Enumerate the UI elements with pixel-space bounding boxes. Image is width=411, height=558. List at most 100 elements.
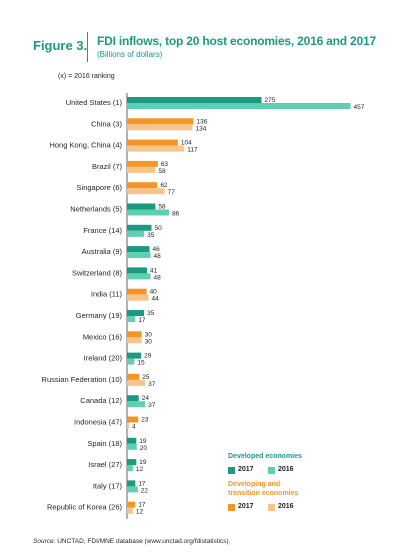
bar-2016: [127, 294, 149, 301]
bar-2017: [127, 118, 194, 125]
data-label-2016: 86: [172, 211, 180, 218]
data-label-2016: 457: [354, 104, 365, 111]
bar-2017: [127, 395, 139, 402]
bar-2017: [127, 182, 158, 189]
bar-2017: [127, 437, 137, 444]
data-label-2016: 35: [147, 232, 155, 239]
category-label: France (14): [83, 226, 122, 235]
data-label-2016: 48: [153, 274, 161, 281]
data-label-2017: 40: [150, 289, 158, 296]
bar-2016: [127, 209, 170, 216]
bar-2016: [127, 273, 151, 280]
category-label: Italy (17): [93, 481, 123, 490]
data-label-2017: 275: [265, 97, 276, 104]
bar-2016: [127, 103, 351, 109]
data-label-2017: 19: [139, 459, 147, 466]
data-label-2017: 17: [138, 480, 146, 487]
category-label: Spain (18): [87, 439, 122, 448]
data-label-2017: 19: [139, 438, 147, 445]
category-label: Brazil (7): [92, 162, 123, 171]
data-label-2017: 41: [150, 267, 158, 274]
data-label-2017: 104: [181, 140, 192, 147]
bar-2016: [127, 358, 135, 365]
data-label-2016: 20: [140, 445, 148, 452]
category-label: Republic of Korea (26): [47, 503, 123, 512]
bar-2017: [127, 416, 139, 423]
data-label-2016: 58: [158, 168, 166, 175]
bar-2016: [127, 465, 133, 472]
source-text: UNCTAD, FDI/MNE database (www.unctad.org…: [55, 538, 231, 545]
data-label-2017: 50: [154, 225, 162, 232]
bar-2017: [127, 97, 262, 103]
legend-label-developing-2017: 2017: [238, 503, 254, 510]
legend-label-developed-2017: 2017: [238, 466, 254, 473]
data-label-2016: 30: [145, 338, 153, 345]
bar-2017: [127, 139, 178, 146]
data-label-2016: 117: [187, 147, 198, 154]
data-label-2016: 77: [168, 189, 176, 196]
bar-2017: [127, 224, 152, 231]
bar-2017: [127, 203, 156, 210]
data-label-2017: 24: [142, 395, 150, 402]
bar-2016: [127, 316, 136, 322]
data-label-2017: 136: [197, 118, 208, 125]
legend-developing-heading-line1: Developing and: [228, 481, 281, 488]
data-label-2016: 15: [137, 360, 145, 367]
data-label-2016: 37: [148, 402, 156, 409]
data-label-2017: 23: [141, 417, 149, 424]
data-label-2016: 12: [136, 466, 144, 473]
bar-2017: [127, 160, 158, 167]
data-label-2016: 12: [136, 509, 144, 516]
bar-2016: [127, 507, 133, 514]
data-label-2017: 58: [158, 204, 166, 211]
data-label-2017: 63: [161, 161, 169, 168]
data-label-2016: 22: [141, 487, 149, 494]
bar-2016: [127, 486, 138, 493]
category-label: Israel (27): [88, 460, 122, 469]
legend-developing-heading-line2: transition economies: [228, 490, 299, 497]
bar-2016: [127, 166, 156, 173]
legend-label-developing-2016: 2016: [278, 503, 294, 510]
category-label: Australia (9): [82, 247, 123, 256]
source-prefix: Source:: [33, 538, 56, 545]
data-label-2017: 35: [147, 310, 155, 317]
legend-developed-heading: Developed economies: [228, 453, 302, 460]
legend-swatch-developing-2016: [268, 504, 275, 511]
data-label-2017: 17: [138, 502, 146, 509]
category-label: Germany (19): [76, 311, 123, 320]
bar-2017: [127, 373, 140, 380]
bar-2016: [127, 252, 151, 259]
category-label: Singapore (6): [77, 183, 123, 192]
legend-swatch-developed-2017: [228, 467, 235, 474]
category-label: Netherlands (5): [70, 205, 122, 214]
bar-2016: [127, 124, 193, 131]
data-label-2016: 17: [138, 317, 146, 324]
bar-2016: [127, 443, 137, 450]
data-label-2016: 4: [132, 424, 136, 431]
bar-2016: [127, 422, 129, 429]
bar-2016: [127, 337, 142, 344]
bar-2016: [127, 188, 165, 195]
data-label-2017: 46: [153, 246, 161, 253]
data-label-2017: 29: [144, 353, 152, 360]
bar-2017: [127, 288, 147, 295]
title-divider: [87, 32, 88, 62]
legend-label-developed-2016: 2016: [278, 466, 294, 473]
bar-2016: [127, 145, 185, 152]
category-label: Indonesia (47): [74, 418, 122, 427]
legend-swatch-developing-2017: [228, 504, 235, 511]
bar-2016: [127, 230, 145, 237]
data-label-2016: 134: [196, 125, 207, 132]
category-label: Hong Kong, China (4): [49, 141, 122, 150]
data-label-2017: 62: [160, 182, 168, 189]
category-label: Mexico (16): [83, 332, 123, 341]
bar-2016: [127, 401, 146, 408]
category-label: Switzerland (8): [72, 268, 123, 277]
chart-subtitle: (Billions of dollars): [97, 50, 163, 59]
bar-2017: [127, 480, 136, 487]
data-label-2016: 48: [153, 253, 161, 260]
chart-title: FDI inflows, top 20 host economies, 2016…: [97, 34, 376, 48]
figure-label: Figure 3.: [33, 38, 88, 53]
category-label: Ireland (20): [84, 354, 123, 363]
